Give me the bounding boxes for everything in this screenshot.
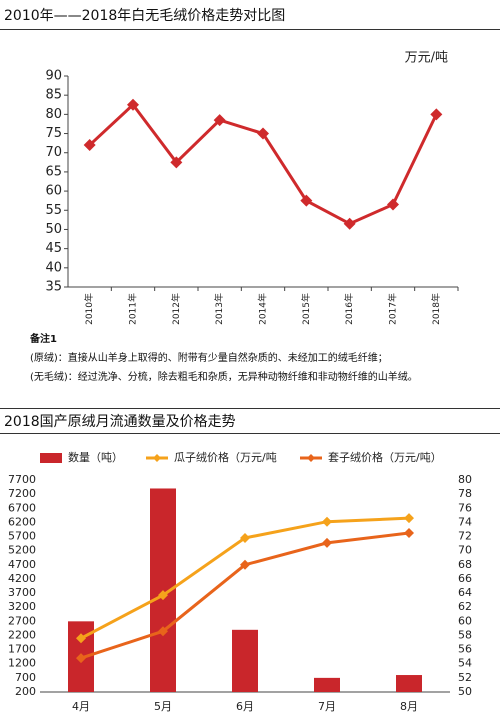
y-tick-label: 75 (45, 126, 62, 141)
y-tick-label: 35 (45, 280, 62, 295)
y2-tick-label: 50 (458, 685, 472, 698)
y-tick-label: 80 (45, 107, 62, 122)
point (257, 127, 269, 140)
y-axis-label: 万元/吨 (405, 51, 448, 66)
y-tick-label: 2200 (8, 628, 36, 641)
y2-tick-label: 78 (458, 487, 472, 500)
x-tick-label: 2018年 (430, 293, 442, 325)
y-tick-label: 6700 (8, 501, 36, 514)
y-tick-label: 5700 (8, 530, 36, 543)
chart-title: 2010年——2018年白无毛绒价格走势对比图 (0, 0, 500, 30)
notes: 备注1 (原绒)：直接从山羊身上取得的、附带有少量自然杂质的、未经加工的绒毛纤维… (30, 330, 490, 387)
point (213, 114, 226, 127)
x-tick-label: 2010年 (83, 293, 95, 325)
y2-tick-label: 58 (458, 628, 472, 641)
y2-tick-label: 80 (458, 473, 472, 486)
y-tick-label: 4200 (8, 572, 36, 585)
x-tick-label: 2014年 (257, 293, 269, 325)
x-tick-label: 2016年 (343, 293, 355, 325)
y-tick-label: 1700 (8, 643, 36, 656)
y-tick-label: 40 (45, 260, 62, 275)
y2-tick-label: 62 (458, 600, 472, 613)
point (76, 633, 86, 644)
bar (314, 677, 340, 692)
chart: 数量（吨） 瓜子绒价格（万元/吨 套子绒价格（万元/吨） 20070012001700… (8, 450, 472, 713)
x-tick-label: 2015年 (300, 293, 312, 325)
x-tick-label: 2011年 (127, 293, 139, 325)
y-tick-label: 50 (45, 222, 62, 237)
x-tick-label: 7月 (318, 700, 336, 713)
point (158, 590, 168, 601)
point (300, 194, 313, 207)
y-tick-label: 5200 (8, 544, 36, 557)
y-tick-label: 2700 (8, 614, 36, 627)
point (430, 108, 443, 121)
line (88, 102, 438, 226)
note: (无毛绒)：经过洗净、分梳，除去粗毛和杂质，无异种动物纤维和非动物纤维的山羊绒。 (30, 372, 418, 383)
x-tick-label: 2017年 (387, 293, 399, 325)
y-tick-label: 1200 (8, 657, 36, 670)
y2-tick-label: 68 (458, 558, 472, 571)
y-tick-label: 3700 (8, 586, 36, 599)
y2-tick-label: 76 (458, 501, 472, 514)
y-tick-label: 4700 (8, 558, 36, 571)
legend-label: 套子绒价格（万元/吨） (328, 450, 442, 464)
y-tick-label: 55 (45, 203, 62, 218)
y2-tick-label: 72 (458, 530, 472, 543)
x-tick-label: 6月 (236, 700, 254, 713)
notes-title: 备注1 (30, 334, 57, 345)
x-tick-label: 2012年 (170, 293, 182, 325)
legend-swatch (307, 454, 315, 462)
chart: 万元/吨 35 40 45 50 55 60 65 70 75 80 85 90 2010年 2011年 20… (45, 51, 459, 325)
point (404, 513, 414, 524)
point (158, 626, 168, 637)
point (404, 528, 414, 538)
x-tick-label: 8月 (400, 700, 418, 713)
point (127, 98, 139, 111)
x-tick-label: 4月 (72, 700, 90, 713)
y2-tick-label: 70 (458, 544, 472, 557)
y-tick-label: 70 (45, 145, 62, 160)
point (76, 653, 86, 664)
point (322, 516, 332, 527)
bar (396, 675, 422, 692)
y2-tick-label: 64 (458, 586, 472, 599)
y2-tick-label: 60 (458, 614, 472, 627)
chart-title: 2018国产原绒月流通数量及价格走势 (0, 408, 500, 434)
legend-label: 数量（吨） (68, 451, 123, 464)
y-tick-label: 3200 (8, 600, 36, 613)
y-tick-label: 65 (45, 164, 62, 179)
y-tick-label: 6200 (8, 515, 36, 528)
legend-swatch (40, 453, 62, 463)
point (240, 559, 250, 570)
y2-tick-label: 74 (458, 515, 472, 528)
x-tick-label: 2013年 (213, 293, 225, 325)
point (322, 537, 332, 548)
y-tick-label: 90 (45, 69, 62, 84)
y-tick-label: 7200 (8, 487, 36, 500)
y2-tick-label: 54 (458, 657, 472, 670)
y-tick-label: 85 (45, 88, 62, 103)
point (83, 139, 96, 152)
y2-tick-label: 66 (458, 572, 472, 585)
y-tick-label: 60 (45, 184, 62, 199)
point (170, 156, 183, 169)
point (240, 532, 250, 543)
y-tick-label: 200 (15, 685, 36, 698)
y-tick-label: 7700 (8, 473, 36, 486)
note: (原绒)：直接从山羊身上取得的、附带有少量自然杂质的、未经加工的绒毛纤维； (30, 353, 388, 364)
y2-tick-label: 52 (458, 671, 472, 684)
point (343, 217, 356, 230)
y2-tick-label: 56 (458, 643, 472, 656)
legend-label: 瓜子绒价格（万元/吨 (174, 450, 277, 464)
legend-swatch (153, 454, 161, 462)
point (387, 198, 399, 211)
y-tick-label: 700 (15, 671, 36, 684)
y-tick-label: 45 (45, 241, 62, 256)
x-tick-label: 5月 (154, 700, 172, 713)
bar (232, 629, 258, 692)
